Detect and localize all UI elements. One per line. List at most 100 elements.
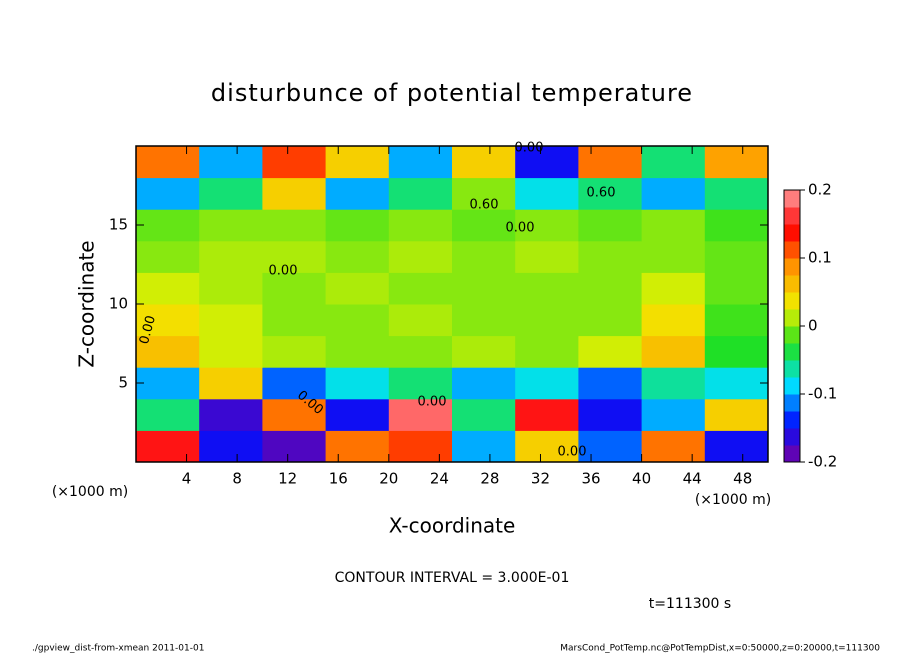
heat-cell [641, 430, 706, 463]
y-tick-label: 5 [118, 374, 128, 392]
heat-cell [388, 304, 453, 337]
chart-title: disturbunce of potential temperature [211, 79, 693, 107]
colorbar-tick-label: -0.2 [808, 453, 837, 471]
x-tick-label: 4 [182, 470, 192, 488]
heat-cell [578, 304, 643, 337]
contour-label: 0.00 [558, 445, 587, 460]
heat-cell [452, 367, 516, 400]
heat-cell [704, 335, 769, 368]
heat-cell [578, 367, 643, 400]
heat-cell [325, 146, 390, 179]
heat-cell [641, 240, 706, 273]
heat-cell [388, 398, 453, 431]
x-tick-label: 40 [632, 470, 651, 488]
heat-cell [452, 272, 516, 305]
colorbar-band [784, 326, 800, 344]
x-tick-label: 8 [232, 470, 242, 488]
colorbar-band [784, 394, 800, 412]
heat-cell [452, 240, 516, 273]
colorbar-band [784, 309, 800, 327]
heat-cell [641, 209, 706, 242]
heat-cell [641, 367, 706, 400]
colorbar-band [784, 343, 800, 361]
heat-cell [704, 367, 769, 400]
x-tick-label: 32 [531, 470, 550, 488]
heat-cell [515, 304, 579, 337]
colorbar-band [784, 428, 800, 446]
heat-cell [578, 209, 643, 242]
contour-label: 0.00 [515, 141, 544, 156]
footer-right: MarsCond_PotTemp.nc@PotTempDist,x=0:5000… [560, 644, 880, 654]
heat-cell [515, 367, 579, 400]
heat-cell [136, 209, 200, 242]
heat-cell [262, 398, 327, 431]
heat-cell [515, 209, 579, 242]
heat-cell [641, 335, 706, 368]
y-unit: (×1000 m) [52, 484, 128, 500]
heat-cell [452, 146, 516, 179]
x-tick-label: 16 [329, 470, 348, 488]
x-tick-label: 24 [430, 470, 449, 488]
heat-cell [199, 304, 263, 337]
heat-cell [325, 240, 390, 273]
heat-cell [325, 177, 390, 210]
heat-cell [515, 177, 579, 210]
colorbar-band [784, 207, 800, 225]
x-tick-label: 36 [581, 470, 600, 488]
heat-cell [199, 335, 263, 368]
heat-cell [136, 398, 200, 431]
heat-cell [704, 240, 769, 273]
colorbar-band [784, 241, 800, 259]
heat-cell [704, 177, 769, 210]
colorbar-band [784, 377, 800, 395]
heat-cell [136, 177, 200, 210]
colorbar-tick-label: 0.1 [808, 249, 832, 267]
x-tick-label: 48 [733, 470, 752, 488]
heat-cell [199, 146, 263, 179]
heat-cell [136, 272, 200, 305]
heat-cell [515, 398, 579, 431]
heat-cell [452, 304, 516, 337]
colorbar-band [784, 411, 800, 429]
heat-cell [325, 367, 390, 400]
heat-cell [388, 335, 453, 368]
heat-cell [136, 367, 200, 400]
colorbar-band [784, 445, 800, 463]
heat-cell [704, 209, 769, 242]
heat-cell [136, 304, 200, 337]
colorbar-band [784, 258, 800, 276]
heat-cell [325, 398, 390, 431]
heat-cell [262, 335, 327, 368]
heat-cell [515, 146, 579, 179]
heat-cell [136, 240, 200, 273]
heat-cell [704, 398, 769, 431]
colorbar-band [784, 224, 800, 242]
heat-cell [136, 335, 200, 368]
heat-cell [641, 146, 706, 179]
colorbar-band [784, 360, 800, 378]
heat-cell [704, 304, 769, 337]
heat-cell [199, 209, 263, 242]
colorbar-tick-label: 0.2 [808, 181, 832, 199]
heat-cell [388, 430, 453, 463]
heat-cell [325, 430, 390, 463]
heat-cell [515, 335, 579, 368]
heat-cell [452, 430, 516, 463]
contour-label: 0.00 [418, 395, 447, 410]
heat-cell [704, 272, 769, 305]
heat-cell [136, 146, 200, 179]
x-tick-label: 44 [683, 470, 702, 488]
x-unit: (×1000 m) [695, 492, 771, 508]
heat-cell [641, 177, 706, 210]
heat-cell [515, 272, 579, 305]
y-tick-label: 10 [109, 295, 128, 313]
heat-cell [641, 272, 706, 305]
heat-cell [262, 209, 327, 242]
contour-interval: CONTOUR INTERVAL = 3.000E-01 [335, 570, 570, 586]
heat-cell [199, 272, 263, 305]
heat-cell [388, 209, 453, 242]
colorbar-tick-label: -0.1 [808, 385, 837, 403]
heat-cell [578, 146, 643, 179]
heat-cell [578, 177, 643, 210]
